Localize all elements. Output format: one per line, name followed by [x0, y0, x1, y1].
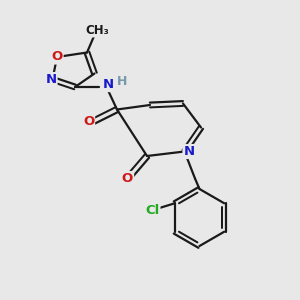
Text: N: N: [183, 145, 195, 158]
Text: O: O: [83, 115, 94, 128]
Text: N: N: [45, 73, 57, 86]
Text: O: O: [51, 50, 63, 64]
Text: O: O: [122, 172, 133, 185]
Text: Cl: Cl: [145, 204, 159, 217]
Text: H: H: [117, 75, 127, 88]
Text: CH₃: CH₃: [85, 23, 109, 37]
Text: N: N: [102, 78, 114, 91]
